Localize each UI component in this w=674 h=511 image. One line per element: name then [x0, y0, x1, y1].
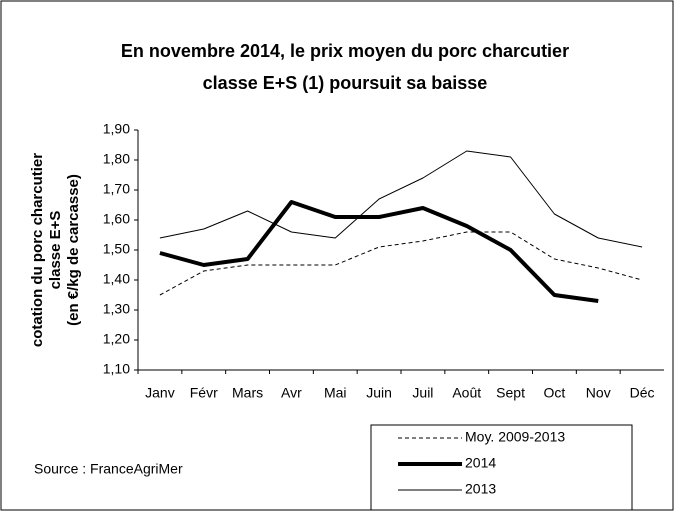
x-tick-label: Oct — [544, 385, 566, 401]
series-line — [159, 150, 643, 248]
y-tick-label: 1,10 — [103, 361, 130, 377]
y-tick-label: 1,30 — [103, 301, 130, 317]
x-tick-label: Août — [452, 385, 481, 401]
y-tick-label: 1,70 — [103, 181, 130, 197]
x-tick-label: Mars — [232, 385, 263, 401]
legend-label: Moy. 2009-2013 — [465, 429, 565, 445]
series-line — [159, 200, 599, 303]
x-tick-label: Mai — [324, 385, 347, 401]
y-label-line: (en €/kg de carcasse) — [65, 174, 82, 326]
x-tick-label: Déc — [630, 385, 655, 401]
x-tick-label: Sept — [496, 385, 525, 401]
source: Source : FranceAgriMer — [34, 461, 183, 477]
y-label-line: cotation du porc charcutier — [29, 153, 46, 347]
x-tick-label: Avr — [281, 385, 302, 401]
y-tick-label: 1,90 — [103, 121, 130, 137]
y-tick-label: 1,80 — [103, 151, 130, 167]
y-tick-label: 1,20 — [103, 331, 130, 347]
y-axis-label: cotation du porc charcutier classe E+S (… — [29, 153, 82, 347]
x-tick-label: Juin — [366, 385, 392, 401]
x-tick-label: Juil — [412, 385, 433, 401]
y-tick-label: 1,50 — [103, 241, 130, 257]
x-tick-label: Nov — [586, 385, 611, 401]
chart-title: classe E+S (1) poursuit sa baisse — [203, 73, 488, 93]
y-label-line: classe E+S — [47, 211, 64, 290]
x-tick-label: Janv — [145, 385, 175, 401]
legend-label: 2014 — [465, 455, 496, 471]
series-line — [159, 231, 643, 296]
x-tick-label: Févr — [190, 385, 218, 401]
legend-box — [370, 424, 633, 511]
chart-title: En novembre 2014, le prix moyen du porc … — [121, 41, 569, 61]
y-tick-label: 1,40 — [103, 271, 130, 287]
y-tick-label: 1,60 — [103, 211, 130, 227]
legend-label: 2013 — [465, 481, 496, 497]
